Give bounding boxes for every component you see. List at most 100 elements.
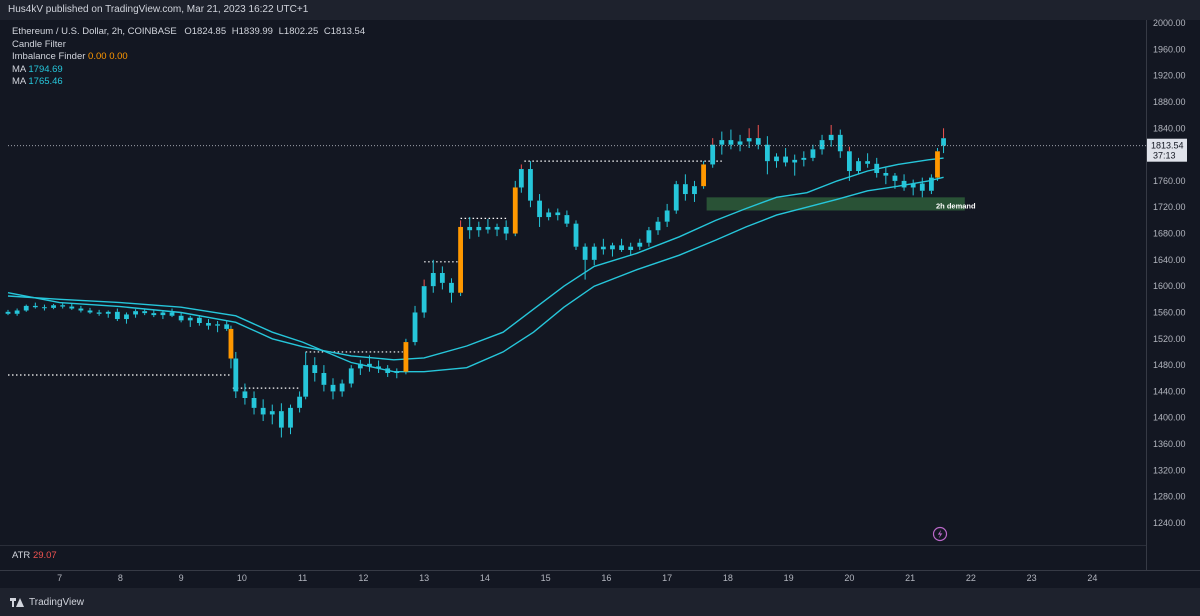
candle-17 — [160, 311, 166, 320]
candle-97 — [874, 157, 880, 178]
footer-brand[interactable]: TradingView — [10, 597, 84, 608]
y-tick-label: 1600.00 — [1153, 281, 1186, 291]
candle-body — [5, 311, 11, 314]
candle-70 — [628, 242, 634, 256]
time-axis[interactable] — [0, 570, 1200, 589]
candle-3 — [32, 302, 38, 309]
candle-42 — [376, 360, 381, 373]
legend-candle-filter[interactable]: Candle Filter — [12, 38, 66, 50]
candle-103 — [929, 174, 934, 195]
candle-40 — [357, 359, 363, 375]
legend-ma1-row[interactable]: MA 1794.69 — [12, 64, 365, 77]
candle-body — [51, 305, 56, 308]
candle-101 — [910, 179, 916, 196]
candle-body — [719, 140, 725, 145]
candle-body — [901, 180, 907, 188]
candle-body — [485, 226, 491, 230]
candle-body — [376, 366, 381, 369]
candle-36 — [321, 365, 327, 392]
ma1-label: MA — [12, 63, 26, 75]
x-tick-label: 19 — [784, 573, 794, 583]
candle-body — [591, 246, 597, 260]
symbol-title[interactable]: Ethereum / U.S. Dollar, 2h, COINBASE — [12, 26, 177, 37]
candle-15 — [142, 308, 148, 316]
candle-body — [178, 315, 184, 321]
candle-41 — [367, 355, 372, 372]
candle-20 — [187, 315, 193, 327]
candle-body — [783, 156, 788, 163]
x-tick-label: 15 — [541, 573, 551, 583]
candle-body — [537, 200, 542, 218]
lightning-icon[interactable] — [932, 526, 948, 542]
ma2-label: MA — [12, 76, 26, 88]
candle-18 — [169, 308, 175, 318]
y-tick-label: 1560.00 — [1153, 308, 1186, 318]
candle-body — [458, 226, 463, 293]
candle-body — [655, 221, 661, 231]
ohlc-h-label: H — [231, 26, 239, 37]
candle-body — [42, 307, 47, 309]
candle-body — [573, 223, 579, 247]
candle-27 — [242, 383, 248, 405]
y-tick-label: 1520.00 — [1153, 334, 1186, 344]
candle-37 — [330, 378, 336, 400]
ohlc-close: 1813.54 — [330, 26, 366, 37]
candle-30 — [269, 404, 275, 425]
candle-0 — [5, 309, 11, 316]
x-tick-label: 23 — [1027, 573, 1037, 583]
ohlc-low: 1802.25 — [283, 26, 319, 37]
candle-body — [32, 305, 38, 308]
candle-68 — [610, 242, 615, 257]
y-tick-label: 1360.00 — [1153, 439, 1186, 449]
candle-body — [503, 226, 509, 234]
x-tick-label: 16 — [601, 573, 611, 583]
candle-body — [133, 311, 138, 315]
candle-body — [421, 286, 427, 313]
candle-body — [494, 226, 500, 230]
x-tick-label: 14 — [480, 573, 490, 583]
legend-imbalance-row[interactable]: Imbalance Finder 0.00 0.00 — [12, 51, 365, 64]
candle-body — [467, 226, 473, 231]
candle-49 — [439, 266, 445, 290]
atr-pane[interactable] — [0, 545, 1146, 571]
candle-body — [321, 373, 327, 385]
candle-body — [610, 245, 615, 250]
y-tick-label: 1920.00 — [1153, 71, 1186, 81]
candle-5 — [51, 303, 56, 310]
y-tick-label: 1720.00 — [1153, 202, 1186, 212]
atr-legend[interactable]: ATR 29.07 — [12, 550, 57, 561]
candle-24 — [224, 320, 230, 331]
atr-label: ATR — [12, 550, 31, 561]
candle-body — [628, 246, 634, 250]
chart-pane[interactable] — [0, 20, 1146, 544]
candle-53 — [476, 221, 482, 237]
candle-body — [828, 134, 834, 141]
candle-48 — [430, 259, 436, 293]
ohlc-l-label: L — [278, 26, 284, 37]
candle-body — [367, 363, 372, 367]
candle-59 — [528, 161, 533, 208]
candle-23 — [215, 321, 220, 333]
candle-body — [78, 308, 84, 311]
ohlc-open: 1824.85 — [191, 26, 227, 37]
candle-6 — [60, 303, 66, 309]
candle-body — [764, 144, 770, 162]
candle-50 — [449, 278, 454, 303]
x-tick-label: 17 — [662, 573, 672, 583]
candle-19 — [178, 312, 184, 323]
y-tick-label: 1440.00 — [1153, 386, 1186, 396]
x-tick-label: 22 — [966, 573, 976, 583]
price-axis[interactable] — [1146, 20, 1200, 570]
candle-91 — [819, 134, 825, 155]
candle-body — [774, 156, 779, 162]
candle-body — [512, 187, 518, 234]
x-tick-label: 11 — [298, 573, 307, 583]
candle-81 — [728, 129, 734, 150]
candle-35 — [312, 357, 318, 382]
candle-body — [810, 149, 816, 158]
legend-ma2-row[interactable]: MA 1765.46 — [12, 76, 365, 89]
candle-9 — [87, 307, 93, 314]
candle-body — [874, 163, 880, 173]
candle-60 — [537, 194, 542, 227]
candle-body — [564, 215, 570, 224]
